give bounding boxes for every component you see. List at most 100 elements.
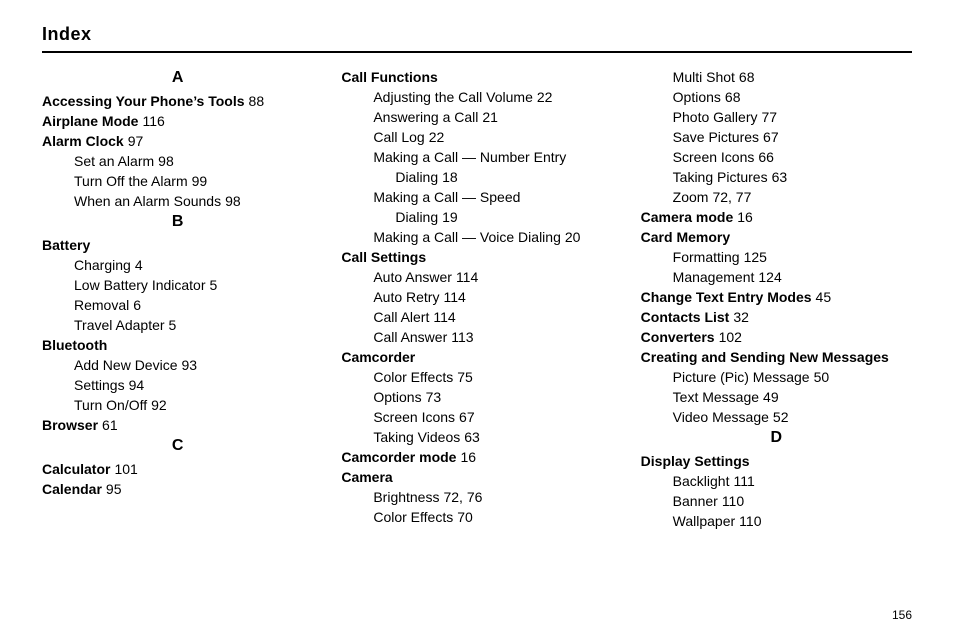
index-entry: Camera mode16 xyxy=(641,207,912,227)
index-entry: Management124 xyxy=(641,267,912,287)
index-page: 111 xyxy=(733,473,754,489)
index-entry: Airplane Mode116 xyxy=(42,111,313,131)
index-letter: D xyxy=(641,429,912,447)
index-entry: Text Message49 xyxy=(641,387,912,407)
index-entry: Turn Off the Alarm99 xyxy=(42,171,313,191)
index-entry: Options 73 xyxy=(341,387,612,407)
index-entry: Dialing19 xyxy=(341,207,612,227)
index-term: Call Settings xyxy=(341,249,426,265)
index-column: AAccessing Your Phone’s Tools88Airplane … xyxy=(42,67,313,531)
index-entry: Backlight111 xyxy=(641,471,912,491)
index-page: 22 xyxy=(537,89,553,105)
index-page: 124 xyxy=(758,269,781,285)
index-term: Making a Call — Voice Dialing xyxy=(373,229,561,245)
index-entry: Calendar95 xyxy=(42,479,313,499)
index-term: Call Log xyxy=(373,129,424,145)
index-term: Making a Call — Speed xyxy=(373,189,520,205)
index-term: Video Message xyxy=(673,409,769,425)
index-page: 20 xyxy=(565,229,581,245)
index-entry: Camera xyxy=(341,467,612,487)
index-term: Charging xyxy=(74,257,131,273)
index-term: Battery xyxy=(42,237,90,253)
index-entry: Formatting125 xyxy=(641,247,912,267)
index-entry: Call Alert114 xyxy=(341,307,612,327)
index-term: Settings xyxy=(74,377,125,393)
index-term: Options xyxy=(373,389,421,405)
index-entry: Save Pictures67 xyxy=(641,127,912,147)
index-entry: Bluetooth xyxy=(42,335,313,355)
index-term: Screen Icons xyxy=(373,409,455,425)
index-page: 101 xyxy=(114,461,137,477)
index-term: Add New Device xyxy=(74,357,178,373)
index-page: 125 xyxy=(744,249,767,265)
index-letter: C xyxy=(42,437,313,455)
index-term: Camera xyxy=(341,469,392,485)
index-entry: Wallpaper110 xyxy=(641,511,912,531)
index-term: When an Alarm Sounds xyxy=(74,193,221,209)
index-page: 102 xyxy=(719,329,742,345)
index-page: 116 xyxy=(142,113,164,129)
index-page: 50 xyxy=(814,369,830,385)
index-entry: When an Alarm Sounds98 xyxy=(42,191,313,211)
page-title: Index xyxy=(42,24,912,45)
index-page: 114 xyxy=(433,309,455,325)
index-entry: Camcorder xyxy=(341,347,612,367)
index-term: Save Pictures xyxy=(673,129,759,145)
index-term: Turn Off the Alarm xyxy=(74,173,188,189)
index-entry: Alarm Clock97 xyxy=(42,131,313,151)
index-term: Banner xyxy=(673,493,718,509)
index-page: 110 xyxy=(739,513,761,529)
index-page: 18 xyxy=(442,169,458,185)
index-term: Options xyxy=(673,89,721,105)
index-term: Color Effects xyxy=(373,509,453,525)
index-column: Call FunctionsAdjusting the Call Volume2… xyxy=(341,67,612,531)
index-term: Color Effects xyxy=(373,369,453,385)
index-entry: Call Functions xyxy=(341,67,612,87)
index-page: 6 xyxy=(133,297,141,313)
index-term: Backlight xyxy=(673,473,730,489)
index-page: 16 xyxy=(460,449,476,465)
index-page: 95 xyxy=(106,481,122,497)
index-entry: Add New Device93 xyxy=(42,355,313,375)
index-term: Browser xyxy=(42,417,98,433)
index-page: 22 xyxy=(429,129,445,145)
index-term: Airplane Mode xyxy=(42,113,138,129)
index-term: Accessing Your Phone’s Tools xyxy=(42,93,245,109)
index-page: 16 xyxy=(737,209,753,225)
page-number: 156 xyxy=(892,608,912,622)
index-entry: Screen Icons67 xyxy=(341,407,612,427)
index-term: Auto Retry xyxy=(373,289,439,305)
index-entry: Auto Answer114 xyxy=(341,267,612,287)
index-term: Zoom xyxy=(673,189,709,205)
index-page: 73 xyxy=(426,389,442,405)
index-term: Bluetooth xyxy=(42,337,107,353)
index-term: Dialing xyxy=(395,209,438,225)
index-page: 63 xyxy=(464,429,480,445)
title-rule xyxy=(42,51,912,53)
index-page: 75 xyxy=(457,369,473,385)
index-entry: Banner110 xyxy=(641,491,912,511)
index-term: Taking Pictures xyxy=(673,169,768,185)
index-page: 67 xyxy=(763,129,779,145)
index-entry: Call Log 22 xyxy=(341,127,612,147)
index-entry: Color Effects70 xyxy=(341,507,612,527)
index-entry: Video Message52 xyxy=(641,407,912,427)
index-page: 98 xyxy=(158,153,174,169)
index-page: 5 xyxy=(169,317,177,333)
index-page: 67 xyxy=(459,409,475,425)
index-entry: Making a Call — Speed xyxy=(341,187,612,207)
index-term: Answering a Call xyxy=(373,109,478,125)
index-entry: Screen Icons66 xyxy=(641,147,912,167)
index-page: 94 xyxy=(129,377,145,393)
index-column: Multi Shot68Options68Photo Gallery77Save… xyxy=(641,67,912,531)
index-term: Call Functions xyxy=(341,69,437,85)
index-entry: Taking Videos63 xyxy=(341,427,612,447)
index-page: 61 xyxy=(102,417,118,433)
index-entry: Display Settings xyxy=(641,451,912,471)
index-entry: Turn On/Off92 xyxy=(42,395,313,415)
index-entry: Taking Pictures63 xyxy=(641,167,912,187)
index-term: Picture (Pic) Message xyxy=(673,369,810,385)
index-page: 19 xyxy=(442,209,458,225)
index-entry: Answering a Call21 xyxy=(341,107,612,127)
index-page: 99 xyxy=(192,173,208,189)
